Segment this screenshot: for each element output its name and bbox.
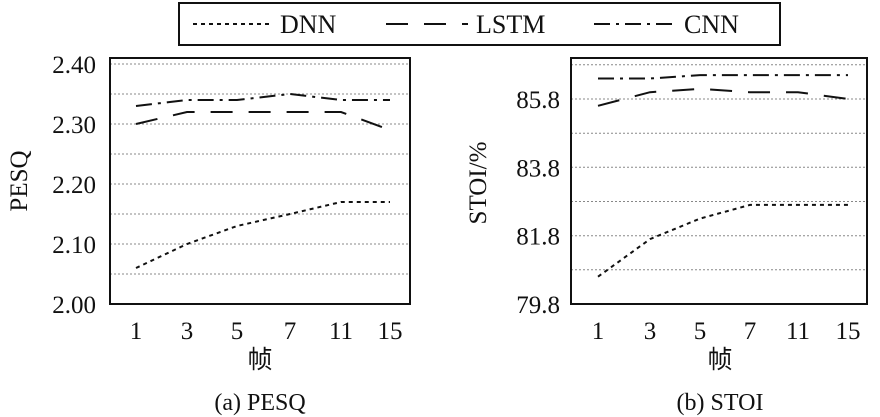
series-stoi [598,75,848,277]
caption-pesq: (a) PESQ [214,390,305,416]
x-ticks-pesq: 1 3 5 7 11 15 [130,318,403,345]
x-tick-label-stoi: 7 [744,318,757,345]
x-tick-label-pesq: 15 [378,318,403,345]
x-tick-label-stoi: 3 [644,318,657,345]
series-pesq [136,94,390,268]
series-line-cnn-stoi [598,75,848,78]
y-ticks-pesq: 2.00 2.10 2.20 2.30 2.40 [52,52,96,319]
chart-pesq: 2.00 2.10 2.20 2.30 2.40 1 3 5 7 11 15 PESQ 帧 (a)… [6,52,410,416]
x-axis-label-pesq: 帧 [247,346,272,374]
y-tick-label-stoi: 81.8 [516,224,560,251]
x-tick-label-stoi: 11 [786,318,810,345]
legend-label-dnn: DNN [280,10,337,39]
y-tick-label-pesq: 2.20 [52,172,96,199]
y-tick-label-pesq: 2.30 [52,112,96,139]
x-tick-label-pesq: 3 [181,318,194,345]
x-tick-label-stoi: 5 [694,318,707,345]
y-tick-label-stoi: 85.8 [516,87,560,114]
y-ticks-stoi: 79.8 81.8 83.8 85.8 [516,87,560,319]
legend-label-cnn: CNN [684,10,739,39]
caption-stoi: (b) STOI [677,390,764,416]
x-tick-label-stoi: 1 [592,318,605,345]
y-axis-label-stoi: STOI/% [465,142,492,225]
x-axis-label-stoi: 帧 [707,346,732,374]
series-line-dnn-stoi [598,205,848,277]
y-tick-label-pesq: 2.00 [52,292,96,319]
plot-frame-pesq [110,58,410,304]
series-line-lstm-stoi [598,89,848,106]
y-axis-label-pesq: PESQ [6,150,33,211]
x-tick-label-pesq: 5 [231,318,244,345]
x-ticks-stoi: 1 3 5 7 11 15 [592,318,861,345]
y-tick-label-pesq: 2.10 [52,232,96,259]
y-tick-label-pesq: 2.40 [52,52,96,79]
series-line-cnn-pesq [136,94,390,106]
x-tick-label-pesq: 1 [130,318,143,345]
x-tick-label-pesq: 11 [329,318,353,345]
y-tick-label-stoi: 83.8 [516,155,560,182]
figure: DNN LSTM CNN 2.002.102.202.302.40 1 3 5 7 11… [0,0,880,417]
chart-stoi: 79.8 81.8 83.8 85.8 1 3 5 7 11 15 STOI/% 帧 (b) S… [465,58,867,416]
legend-label-lstm: LSTM [476,10,545,39]
series-line-dnn-pesq [136,202,390,268]
grid-pesq [110,64,410,274]
plot-frame-stoi [571,58,867,304]
series-line-lstm-pesq [136,112,390,130]
grid-stoi [571,65,867,270]
legend: DNN LSTM CNN [179,3,780,45]
x-tick-label-pesq: 7 [284,318,297,345]
y-tick-label-stoi: 79.8 [516,292,560,319]
x-tick-label-stoi: 15 [836,318,861,345]
